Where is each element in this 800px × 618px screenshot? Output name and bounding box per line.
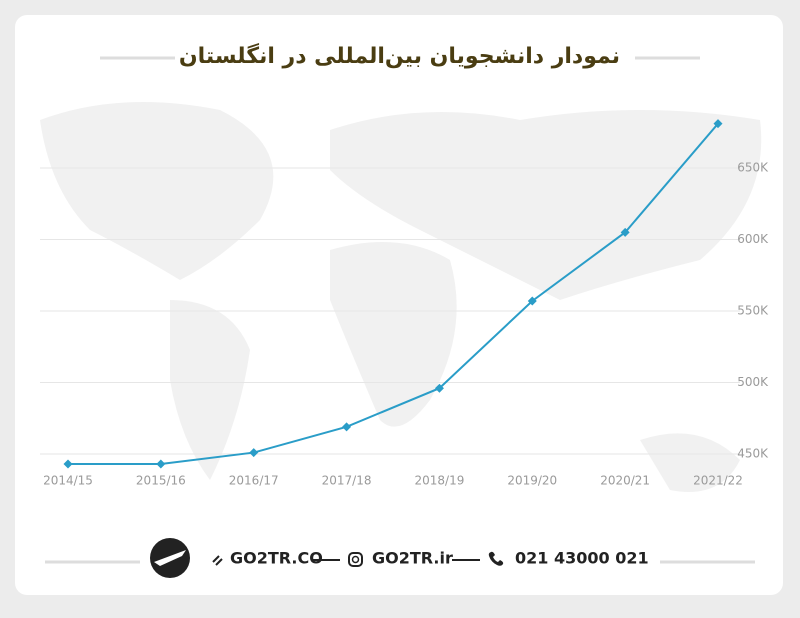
world-map-background [40,102,762,492]
y-tick-label: 600K [737,232,769,246]
phone: 021 43000 021 [515,549,649,568]
x-tick-label: 2014/15 [43,474,93,488]
y-tick-label: 550K [737,304,769,318]
y-tick-label: 450K [737,447,769,461]
phone-icon [488,551,504,566]
x-tick-label: 2021/22 [693,474,743,488]
point [713,119,723,129]
point [434,383,444,393]
point [249,448,259,458]
instagram-icon-dot [351,555,360,564]
x-tick-label: 2019/20 [507,474,557,488]
point [620,227,630,237]
link-icon [212,555,223,566]
point [156,459,166,469]
y-tick-label: 500K [737,375,769,389]
y-tick-label: 650K [737,161,769,175]
x-tick-label: 2017/18 [322,474,372,488]
website: GO2TR.CO [230,549,323,568]
x-tick-label: 2016/17 [229,474,279,488]
instagram: GO2TR.ir [372,549,453,568]
point [527,296,537,306]
point [342,422,352,432]
x-tick-label: 2018/19 [414,474,464,488]
plot: 450K 500K 550K 600K 650K 2014/15 2015/16 2016/1… [40,119,769,488]
x-tick-label: 2020/21 [600,474,650,488]
logo-plane [154,550,186,566]
chart-title: نمودار دانشجویان بین‌المللی در انگلستان [179,42,620,69]
point [63,459,73,469]
line [68,123,719,466]
instagram-icon [348,552,363,567]
footer: GO2TR.CO GO2TR.ir 021 43000 021 [45,538,755,578]
x-tick-label: 2015/16 [136,474,186,488]
